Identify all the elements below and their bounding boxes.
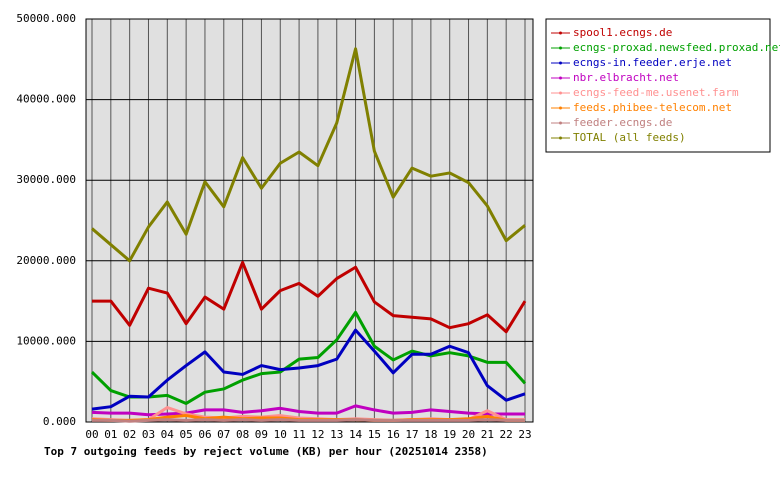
- x-tick-label: 06: [198, 428, 211, 441]
- x-tick-label: 23: [518, 428, 531, 441]
- x-tick-label: 07: [217, 428, 230, 441]
- legend-marker: [559, 46, 562, 50]
- x-tick-label: 11: [292, 428, 305, 441]
- series-line: [91, 328, 526, 411]
- x-tick-label: 08: [236, 428, 249, 441]
- x-tick-label: 17: [405, 428, 418, 441]
- series-line: [91, 47, 526, 263]
- x-tick-label: 09: [255, 428, 268, 441]
- series-line: [92, 260, 527, 334]
- x-tick-label: 13: [330, 428, 343, 441]
- legend-label: TOTAL (all feeds): [573, 131, 686, 144]
- legend-marker: [559, 106, 562, 110]
- x-tick-label: 03: [142, 428, 155, 441]
- legend-label: ecngs-feed-me.usenet.farm: [573, 86, 739, 99]
- x-tick-label: 10: [274, 428, 287, 441]
- plot-frame: [85, 18, 534, 423]
- legend-label: ecngs-in.feeder.erje.net: [573, 56, 732, 69]
- x-tick-label: 00: [85, 428, 98, 441]
- y-tick-label: 0.000: [43, 415, 76, 428]
- x-tick-label: 18: [424, 428, 437, 441]
- x-tick-label: 22: [500, 428, 513, 441]
- legend-marker: [559, 121, 562, 125]
- legend-label: spool1.ecngs.de: [573, 26, 672, 39]
- series-line: [91, 404, 525, 417]
- legend-marker: [559, 91, 562, 95]
- y-tick-label: 10000.000: [16, 334, 76, 347]
- series-line: [92, 418, 525, 423]
- x-tick-label: 21: [481, 428, 494, 441]
- legend-label: ecngs-proxad.newsfeed.proxad.net: [573, 41, 780, 54]
- legend: [545, 18, 771, 153]
- legend-marker: [559, 31, 562, 35]
- legend-marker: [559, 76, 562, 80]
- x-tick-label: 15: [368, 428, 381, 441]
- legend-marker: [559, 136, 562, 140]
- chart-title: Top 7 outgoing feeds by reject volume (K…: [44, 445, 488, 458]
- x-tick-label: 16: [387, 428, 400, 441]
- x-tick-label: 19: [443, 428, 456, 441]
- x-tick-label: 01: [104, 428, 117, 441]
- x-tick-label: 12: [311, 428, 324, 441]
- y-tick-label: 20000.000: [16, 254, 76, 267]
- x-tick-label: 02: [123, 428, 136, 441]
- legend-marker: [559, 61, 562, 65]
- legend-label: nbr.elbracht.net: [573, 71, 679, 84]
- x-tick-label: 20: [462, 428, 475, 441]
- legend-label: feeds.phibee-telecom.net: [573, 101, 732, 114]
- x-tick-label: 05: [180, 428, 193, 441]
- y-tick-label: 50000.000: [16, 12, 76, 25]
- y-tick-label: 40000.000: [16, 93, 76, 106]
- y-tick-label: 30000.000: [16, 173, 76, 186]
- x-tick-label: 04: [161, 428, 175, 441]
- x-tick-label: 14: [349, 428, 363, 441]
- legend-label: feeder.ecngs.de: [573, 116, 672, 129]
- series-line: [90, 310, 527, 405]
